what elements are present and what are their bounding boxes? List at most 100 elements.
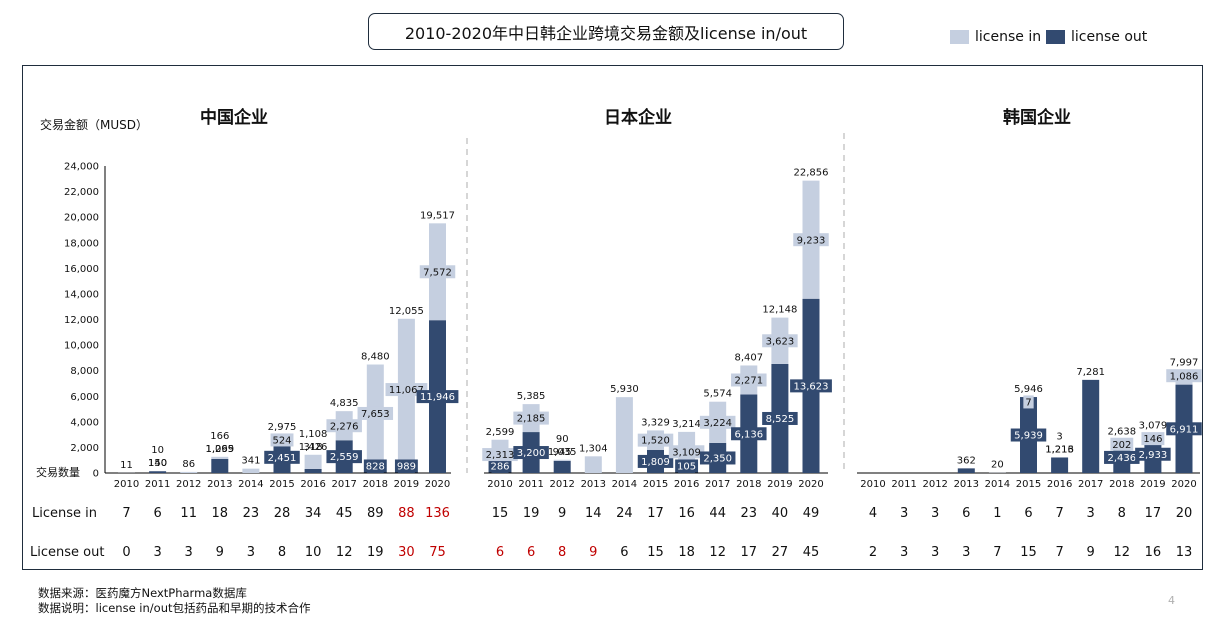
x-tick-label-year: 2013 [207,479,232,490]
count-license-out: 7 [993,545,1001,560]
x-tick-label-year: 2011 [518,479,543,490]
data-label-total: 150 [148,458,167,469]
data-label-total: 1,426 [299,442,328,453]
bar-license-out [1051,457,1069,473]
data-label-license-in: 2,313 [486,450,515,461]
data-label-license-out: 13,623 [794,381,829,392]
count-license-in: 18 [212,506,229,521]
data-label-total: 5,574 [703,389,732,400]
group-title: 韩国企业 [1003,107,1071,128]
x-tick-label-year: 2018 [363,479,388,490]
chart-title: 2010-2020年中日韩企业跨境交易金额及license in/out [368,13,844,50]
count-license-out: 18 [678,545,695,560]
data-label-total: 3,329 [641,417,670,428]
data-label-total: 8,480 [361,352,390,363]
data-label-total: 3,214 [672,419,701,430]
data-label-license-out: 828 [366,462,385,473]
count-license-in: 40 [772,506,789,521]
y-tick-label: 22,000 [64,187,99,198]
data-label-total: 2,599 [486,427,515,438]
count-license-in: 34 [305,506,322,521]
data-label-total: 20 [991,460,1004,471]
count-license-in: 6 [153,506,161,521]
data-label-license-in: 146 [1143,434,1162,445]
count-license-in: 7 [122,506,130,521]
data-label-total: 4,835 [330,398,359,409]
count-license-in: 88 [398,506,415,521]
y-tick-label: 8,000 [70,366,99,377]
count-license-out: 8 [278,545,286,560]
count-license-in: 89 [367,506,384,521]
count-license-out: 17 [741,545,758,560]
data-label-license-in-bg [1141,432,1165,446]
data-label-total: 1,265 [205,444,234,455]
count-license-out: 75 [429,545,446,560]
count-license-out: 7 [1055,545,1063,560]
count-license-out: 3 [247,545,255,560]
data-label-license-out: 2,436 [1107,453,1136,464]
count-license-out: 12 [1114,545,1131,560]
footnote-source: 数据来源：医药魔方NextPharma数据库 [38,586,247,600]
legend-label-license-out: license out [1071,29,1148,45]
y-axis-label: 交易金额（MUSD） [40,117,148,132]
bar-license-in [180,471,198,473]
group-title: 中国企业 [200,107,268,128]
data-label-license-out: 6,911 [1170,424,1199,435]
data-label-total: 8,407 [734,352,763,363]
y-tick-label: 2,000 [70,443,99,454]
x-tick-label-year: 2015 [1016,479,1041,490]
data-label-license-in-bg [637,433,674,447]
data-label-total: 1,304 [579,443,608,454]
data-label-license-out: 3,200 [517,448,546,459]
data-label-license-in: 2,271 [734,376,763,387]
data-label-license-out: 8,525 [766,414,795,425]
count-axis-label: 交易数量 [36,465,80,479]
data-label-total: 11 [120,460,133,471]
x-tick-label-year: 2020 [1171,479,1196,490]
y-tick-label: 24,000 [64,162,99,173]
x-tick-label-year: 2017 [331,479,356,490]
count-license-out: 13 [1176,545,1193,560]
bar-license-in [211,456,229,459]
x-tick-label-year: 2015 [643,479,668,490]
page-number: 4 [1168,594,1175,607]
x-tick-label-year: 2019 [1140,479,1165,490]
data-label-license-out-bg [731,427,767,441]
data-label-license-out-bg [264,450,300,464]
data-label-license-out-bg [416,390,459,404]
count-license-in: 9 [558,506,566,521]
x-tick-label-year: 2020 [798,479,823,490]
data-label-total: 362 [957,455,976,466]
data-label-license-out: 2,933 [1139,450,1168,461]
count-license-out: 19 [367,545,384,560]
y-tick-label: 12,000 [64,315,99,326]
group-title: 日本企业 [604,107,672,128]
row-label-license-out: License out [30,545,104,560]
data-label-total: 3,079 [1139,421,1168,432]
bar-license-out [211,458,229,473]
data-label-license-out: 5,939 [1014,431,1043,442]
data-label-total: 22,856 [794,168,829,179]
data-label-license-in: 11,067 [389,385,424,396]
data-label-license-out: 1,809 [641,457,670,468]
x-tick-label-year: 2012 [922,479,947,490]
bar-license-in [304,454,322,469]
count-license-out: 12 [709,545,726,560]
data-label-license-out-bg [394,459,418,473]
bar-license-out [957,468,975,473]
count-license-in: 19 [523,506,540,521]
data-label-license-in-bg [668,445,705,459]
bar-license-out [1082,379,1100,473]
count-license-out: 3 [185,545,193,560]
bar-license-in [242,468,260,473]
count-license-out: 2 [869,545,877,560]
data-label-license-in: 2,185 [517,414,546,425]
y-tick-label: 14,000 [64,289,99,300]
x-tick-label-year: 2018 [1109,479,1134,490]
data-label-license-in: 1,086 [1170,371,1199,382]
data-label-license-in: 524 [272,436,291,447]
data-label-total: 1,216 [1045,444,1074,455]
data-label-license-out: 11,946 [420,392,455,403]
x-tick-label-year: 2017 [1078,479,1103,490]
count-license-in: 6 [962,506,970,521]
